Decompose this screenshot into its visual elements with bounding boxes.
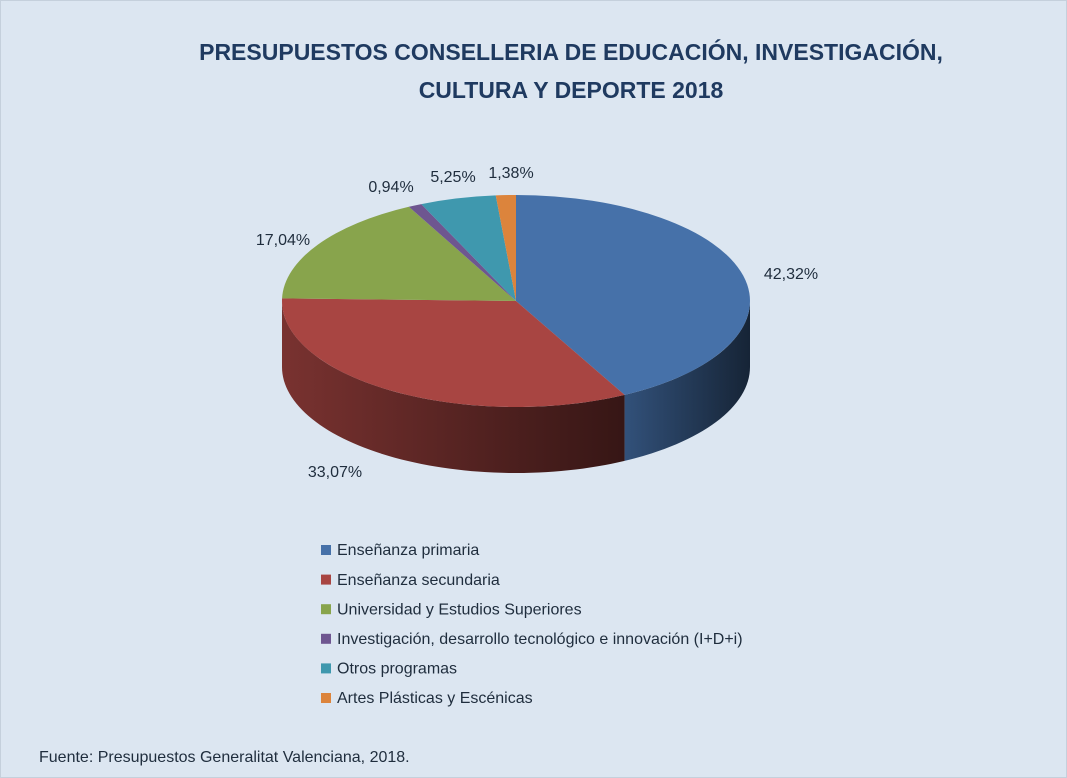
pie-slice: [495, 195, 516, 301]
data-label: 33,07%: [308, 464, 362, 481]
legend-label: Investigación, desarrollo tecnológico e …: [337, 631, 743, 648]
pie-wall: [624, 301, 750, 461]
legend-label: Universidad y Estudios Superiores: [337, 601, 582, 618]
pie-slice: [282, 298, 625, 407]
legend-label: Enseñanza secundaria: [337, 572, 500, 589]
pie-slice: [282, 206, 516, 301]
legend-swatch: [321, 574, 331, 585]
pie-slice: [408, 204, 516, 301]
data-label: 1,38%: [488, 165, 533, 182]
legend-label: Enseñanza primaria: [337, 542, 479, 559]
data-label: 5,25%: [430, 169, 475, 186]
data-label: 42,32%: [764, 266, 818, 283]
legend-swatch: [321, 545, 331, 555]
pie-wall: [282, 301, 625, 474]
legend-swatch: [321, 693, 331, 703]
chart-title: PRESUPUESTOS CONSELLERIA DE EDUCACIÓN, I…: [199, 39, 943, 103]
pie-slice: [516, 195, 750, 395]
legend-swatch: [321, 604, 331, 615]
data-label: 17,04%: [256, 232, 310, 249]
source: Fuente: Presupuestos Generalitat Valenci…: [39, 749, 410, 766]
legend-swatch: [321, 663, 331, 674]
pie-slice: [421, 195, 516, 301]
legend-label: Otros programas: [337, 661, 457, 678]
data-label: 0,94%: [368, 179, 413, 196]
legend-label: Artes Plásticas y Escénicas: [337, 690, 533, 707]
legend-swatch: [321, 633, 331, 644]
